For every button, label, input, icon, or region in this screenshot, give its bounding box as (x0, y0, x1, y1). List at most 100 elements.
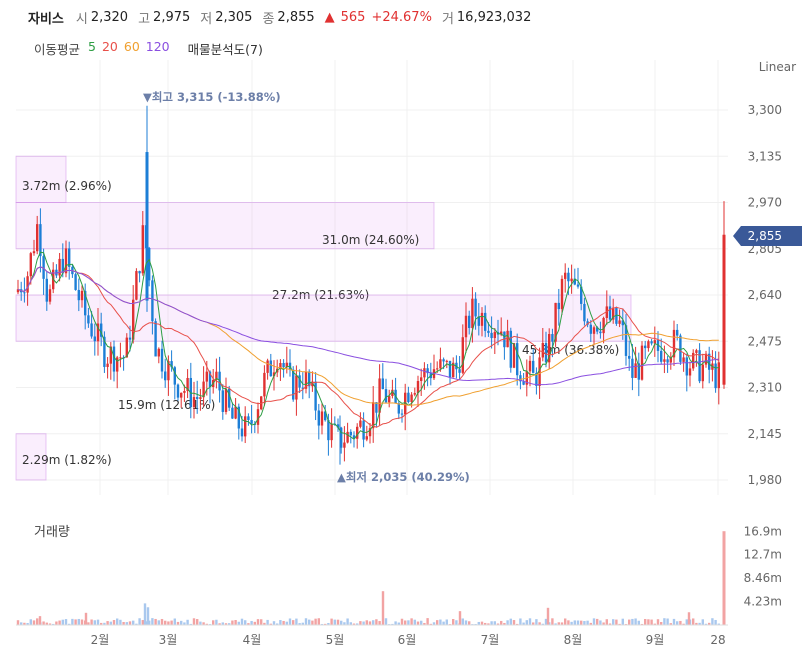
volume-bar (663, 618, 666, 625)
candle-body (186, 377, 189, 391)
last-candle-body (722, 234, 726, 385)
ma-line-5 (17, 251, 719, 440)
x-tick-label: 2월 (91, 633, 110, 647)
volume-bar (596, 618, 599, 625)
volume-bar (173, 618, 176, 625)
candle-body (388, 396, 391, 403)
candle-body (439, 359, 442, 369)
volume-bar (253, 621, 256, 625)
volume-bar (356, 623, 359, 625)
candle-body (128, 337, 132, 340)
candle-body (500, 331, 503, 335)
volume-profile-toggle[interactable]: 매물분석도(7) (187, 42, 263, 57)
candle-body (516, 343, 519, 376)
volume-bar (151, 618, 154, 625)
candle-body (84, 290, 87, 316)
volume-bar (231, 620, 234, 625)
volume-bar (100, 622, 103, 625)
candle-body (701, 364, 704, 382)
volume-bar (695, 622, 698, 625)
volume-bar (653, 623, 656, 625)
candle-body (244, 416, 247, 437)
volume-bar (679, 620, 682, 625)
volume-bar (576, 620, 580, 625)
volume-bar (592, 618, 596, 625)
current-price-label: 2,855 (748, 229, 782, 243)
volume-bar (224, 623, 228, 625)
y-tick-label: 2,970 (748, 196, 782, 210)
volume-bar (669, 623, 672, 625)
candle-body (650, 341, 653, 344)
candle-body (589, 324, 592, 334)
ma-5: 5 (88, 39, 96, 54)
volume-bar (420, 620, 423, 625)
volume-bar (301, 622, 304, 625)
volume-bar (404, 620, 407, 625)
volume-title: 거래량 (34, 525, 70, 540)
scale-mode-toggle[interactable]: Linear (758, 60, 796, 74)
volume-bar (687, 612, 691, 625)
volume-bar (36, 618, 39, 625)
volume-bar (266, 619, 269, 625)
candle-body (266, 360, 269, 373)
volume-bar (189, 623, 192, 625)
candle-body (381, 378, 384, 390)
candle-body (400, 413, 404, 415)
volume-bar (143, 603, 147, 625)
candle-body (29, 253, 32, 277)
volume-bar (546, 607, 550, 625)
volume-bar (244, 620, 247, 625)
candle-body (141, 225, 144, 274)
candle-body (237, 406, 240, 429)
volume-bar (112, 620, 116, 625)
candle-body (119, 357, 122, 359)
close-label: 종 (262, 11, 275, 27)
moving-average-legend[interactable]: 이동평균 5 20 60 120 매물분석도(7) (34, 39, 263, 58)
volume-bar (400, 618, 404, 625)
candle-body (676, 329, 679, 336)
candle-body (548, 334, 551, 363)
volume-bar (199, 621, 202, 625)
candle-body (256, 409, 260, 425)
candle-body (624, 325, 628, 356)
low-value: 2,305 (215, 9, 253, 25)
volume-bar (87, 622, 90, 625)
volume-bar (628, 619, 631, 625)
volume-bar (84, 612, 88, 625)
volume-bar (410, 618, 413, 625)
ma-legend-label: 이동평균 (34, 42, 81, 57)
stock-name: 자비스 (28, 11, 64, 27)
candle-body (551, 334, 554, 342)
candle-body (215, 371, 218, 380)
candle-body (692, 352, 695, 369)
candle-body (336, 424, 340, 428)
candle-body (522, 381, 525, 385)
volume-bar (580, 620, 583, 625)
candle-body (426, 368, 429, 374)
volume-bar (276, 623, 279, 625)
volume-bar (256, 619, 260, 625)
volume-bar (506, 620, 509, 625)
candle-body (528, 360, 532, 372)
candle-body (224, 388, 228, 412)
candle-body (48, 289, 52, 302)
volume-bar (368, 621, 372, 625)
high-label: 고 (138, 11, 151, 27)
volume-bar (528, 618, 532, 625)
candle-body (58, 258, 61, 276)
volume-bar (362, 621, 365, 625)
ma-20: 20 (101, 39, 118, 54)
candle-body (480, 312, 484, 326)
candle-body (77, 289, 80, 301)
candle-body (292, 369, 295, 400)
candle-body (234, 406, 237, 419)
candle-body (445, 360, 448, 362)
candle-body (93, 336, 96, 342)
candle-body (708, 353, 711, 370)
candle-body (148, 248, 151, 281)
volume-bar (125, 622, 128, 625)
volume-bar (509, 618, 512, 625)
candle-body (32, 251, 36, 254)
volume-bar (564, 618, 567, 625)
